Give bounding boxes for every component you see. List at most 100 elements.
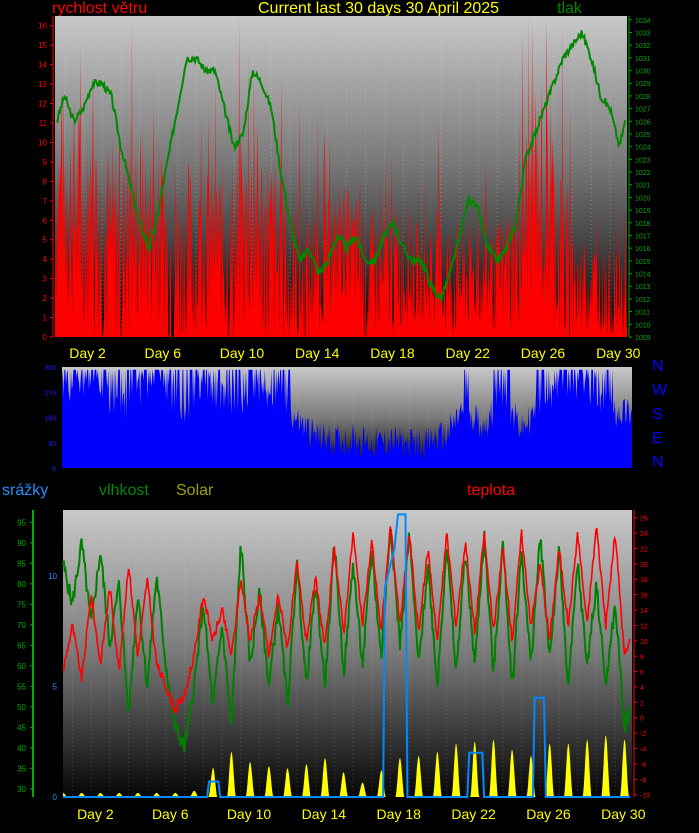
temperature-tick-label: 26 (640, 516, 648, 523)
pressure-tick-label: 1027 (635, 107, 651, 114)
humidity-tick-label: 30 (17, 785, 26, 794)
wind-speed-tick-label: 6 (43, 216, 48, 225)
wind-speed-tick-label: 4 (43, 255, 48, 264)
pressure-tick-label: 1021 (635, 183, 651, 190)
wind-pressure-chart: 0123456789101112131415161009101010111012… (38, 16, 651, 342)
pressure-tick-label: 1029 (635, 81, 651, 88)
wind-direction-area (62, 369, 632, 468)
x-tick-label: Day 6 (144, 345, 182, 361)
x-tick-label: Day 14 (295, 345, 340, 361)
pressure-tick-label: 1023 (635, 157, 651, 164)
pressure-tick-label: 1025 (635, 132, 651, 139)
x-tick-label: Day 26 (526, 806, 571, 822)
pressure-tick-label: 1034 (635, 18, 651, 25)
humidity-tick-label: 85 (17, 559, 26, 568)
direction-tick-label: 0 (52, 466, 56, 473)
humidity-temperature-chart: 30354045505560657075808590950510-10-8-6-… (17, 510, 650, 802)
rain-axis-title: srážky (2, 482, 49, 499)
pressure-tick-label: 1013 (635, 284, 651, 291)
humidity-tick-label: 40 (17, 744, 26, 753)
pressure-tick-label: 1014 (635, 272, 651, 279)
wind-speed-tick-label: 2 (43, 294, 48, 303)
temperature-tick-label: 0 (640, 716, 644, 723)
solar-legend: Solar (176, 482, 214, 499)
wind-speed-tick-label: 11 (39, 119, 48, 128)
temperature-tick-label: 2 (640, 700, 644, 707)
temperature-axis-title: teplota (467, 482, 516, 499)
humidity-tick-label: 90 (17, 539, 26, 548)
temperature-tick-label: 8 (640, 654, 644, 661)
x-tick-label: Day 14 (301, 806, 347, 822)
compass-n-top: N (652, 358, 664, 375)
temperature-tick-label: -2 (640, 731, 646, 738)
x-tick-label: Day 30 (596, 345, 641, 361)
temperature-tick-label: 16 (640, 593, 648, 600)
humidity-tick-label: 80 (17, 580, 26, 589)
rain-line (63, 513, 631, 798)
wind-speed-tick-label: 15 (38, 41, 47, 50)
wind-speed-tick-label: 13 (38, 80, 47, 89)
humidity-tick-label: 35 (17, 764, 26, 773)
compass-n-bottom: N (652, 454, 664, 471)
temperature-tick-label: 22 (640, 546, 648, 553)
chart-title: Current last 30 days 30 April 2025 (258, 0, 500, 17)
pressure-tick-label: 1033 (635, 30, 651, 37)
humidity-tick-label: 65 (17, 641, 26, 650)
wind-speed-tick-label: 10 (38, 138, 47, 147)
temperature-tick-label: 18 (640, 577, 648, 584)
pressure-tick-label: 1016 (635, 246, 651, 253)
x-tick-label: Day 26 (520, 345, 566, 361)
wind-speed-tick-label: 9 (43, 158, 48, 167)
pressure-tick-label: 1010 (635, 322, 651, 329)
humidity-tick-label: 70 (17, 621, 26, 630)
pressure-line (55, 30, 627, 305)
temperature-tick-label: 20 (640, 562, 648, 569)
x-tick-label: Day 22 (445, 345, 490, 361)
temperature-tick-label: 12 (640, 623, 648, 630)
pressure-tick-label: 1028 (635, 94, 651, 101)
wind-speed-tick-label: 0 (43, 333, 48, 342)
temperature-tick-label: 6 (640, 670, 644, 677)
pressure-tick-label: 1019 (635, 208, 651, 215)
temperature-tick-label: -10 (640, 793, 650, 800)
humidity-tick-label: 75 (17, 600, 26, 609)
wind-speed-tick-label: 1 (43, 314, 48, 323)
compass-w: W (652, 382, 668, 399)
pressure-tick-label: 1015 (635, 259, 651, 266)
x-tick-label: Day 18 (370, 345, 415, 361)
humidity-tick-label: 50 (17, 703, 26, 712)
direction-tick-label: 360 (44, 365, 56, 372)
pressure-tick-label: 1031 (635, 56, 651, 63)
pressure-tick-label: 1026 (635, 119, 651, 126)
pressure-tick-label: 1024 (635, 145, 651, 152)
humidity-tick-label: 45 (17, 723, 26, 732)
wind-speed-tick-label: 12 (38, 100, 47, 109)
wind-direction-chart: 0 90 180 270 360 (44, 365, 632, 473)
pressure-tick-label: 1017 (635, 233, 651, 240)
humidity-tick-label: 60 (17, 662, 26, 671)
x-tick-label: Day 30 (601, 806, 646, 822)
x-tick-label: Day 18 (376, 806, 421, 822)
humidity-tick-label: 95 (17, 518, 26, 527)
pressure-tick-label: 1009 (635, 335, 651, 342)
wind-speed-tick-label: 3 (43, 275, 48, 284)
x-tick-label: Day 10 (219, 345, 265, 361)
wind-speed-tick-label: 5 (43, 236, 48, 245)
rain-tick-label: 0 (53, 793, 58, 802)
pressure-tick-label: 1011 (635, 310, 650, 317)
temperature-tick-label: -6 (640, 762, 646, 769)
temperature-tick-label: -8 (640, 777, 646, 784)
pressure-tick-label: 1032 (635, 43, 651, 50)
compass-s: S (652, 406, 663, 423)
humidity-axis-title: vlhkost (99, 482, 149, 499)
plot-background (63, 510, 632, 797)
pressure-axis-title: tlak (557, 0, 582, 17)
pressure-tick-label: 1030 (635, 69, 651, 76)
wind-speed-tick-label: 8 (43, 177, 48, 186)
direction-tick-label: 180 (44, 416, 56, 423)
temperature-tick-label: 10 (640, 639, 648, 646)
x-tick-label: Day 2 (77, 806, 114, 822)
x-tick-label: Day 10 (226, 806, 272, 822)
temperature-tick-label: 24 (640, 531, 648, 538)
temperature-line (62, 526, 631, 714)
